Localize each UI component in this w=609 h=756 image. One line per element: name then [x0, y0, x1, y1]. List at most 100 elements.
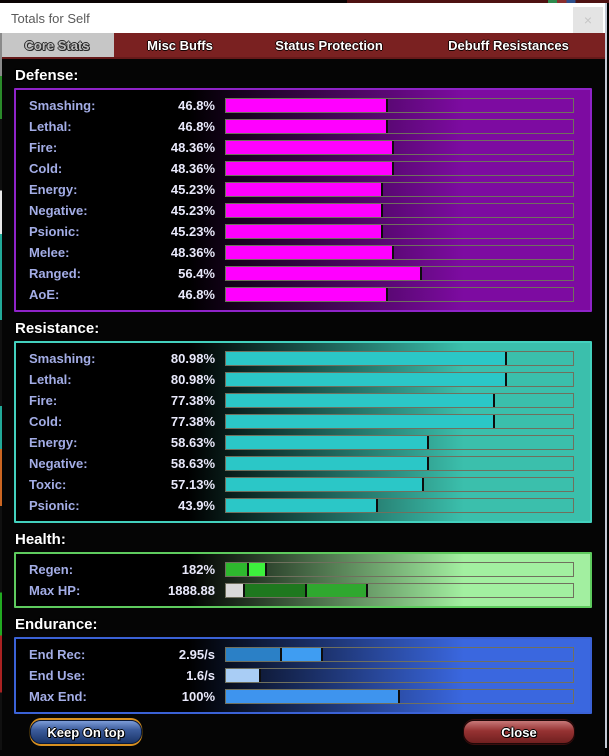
stat-row: Melee: 48.36%: [16, 242, 590, 263]
background-app-strip: [0, 0, 609, 3]
stat-value: 43.9%: [178, 498, 215, 513]
bar-segment: [226, 436, 430, 449]
bar-segment: [226, 373, 507, 386]
stat-label: Fire:: [29, 140, 58, 155]
stat-bar: [225, 372, 574, 387]
stat-value: 45.23%: [170, 182, 215, 197]
defense-header: Defense:: [15, 67, 79, 84]
title-bar: Totals for Self ×: [0, 3, 605, 33]
stat-label: Melee:: [29, 245, 70, 260]
stat-value: 58.63%: [170, 456, 215, 471]
tab-bar: Core Stats Misc Buffs Status Protection …: [0, 33, 605, 59]
stat-row: Ranged: 56.4%: [16, 263, 590, 284]
stat-bar: [225, 161, 574, 176]
stat-row: Max HP: 1888.88: [16, 580, 590, 601]
stat-row: Lethal: 80.98%: [16, 369, 590, 390]
stat-row: Energy: 58.63%: [16, 432, 590, 453]
bar-segment: [226, 267, 422, 280]
bar-segment: [226, 457, 430, 470]
stat-label: Max End:: [29, 689, 87, 704]
stat-bar: [225, 689, 574, 704]
endurance-header: Endurance:: [15, 616, 98, 633]
stat-row: Negative: 58.63%: [16, 453, 590, 474]
stat-label: End Use:: [29, 668, 86, 683]
bar-segment: [226, 415, 495, 428]
stat-value: 58.63%: [170, 435, 215, 450]
bar-segment: [226, 478, 425, 491]
stat-value: 80.98%: [170, 372, 215, 387]
stat-row: Smashing: 46.8%: [16, 95, 590, 116]
bar-segment: [226, 288, 389, 301]
bar-segment: [226, 648, 283, 661]
stat-row: Max End: 100%: [16, 686, 590, 707]
stat-bar: [225, 668, 574, 683]
stat-bar: [225, 435, 574, 450]
stat-bar: [225, 182, 574, 197]
stat-row: Energy: 45.23%: [16, 179, 590, 200]
stat-value: 77.38%: [170, 393, 215, 408]
stat-label: Energy:: [29, 435, 78, 450]
bar-segment: [226, 246, 394, 259]
stat-value: 48.36%: [170, 140, 215, 155]
bar-segment: [306, 584, 368, 597]
stat-row: AoE: 46.8%: [16, 284, 590, 305]
stat-label: Regen:: [29, 562, 74, 577]
bar-segment: [226, 120, 389, 133]
stat-label: Negative:: [29, 203, 88, 218]
bar-segment: [226, 225, 383, 238]
tab-core-stats[interactable]: Core Stats: [0, 33, 114, 57]
stat-label: Energy:: [29, 182, 78, 197]
stat-row: Lethal: 46.8%: [16, 116, 590, 137]
stat-label: Psionic:: [29, 224, 80, 239]
stat-bar: [225, 140, 574, 155]
close-icon[interactable]: ×: [573, 7, 603, 33]
stat-value: 48.36%: [170, 161, 215, 176]
bar-segment: [226, 99, 389, 112]
stat-row: Cold: 77.38%: [16, 411, 590, 432]
stat-label: AoE:: [29, 287, 60, 302]
stat-label: Toxic:: [29, 477, 67, 492]
stat-bar: [225, 119, 574, 134]
close-button[interactable]: Close: [463, 720, 575, 744]
stat-label: Fire:: [29, 393, 58, 408]
stat-value: 2.95/s: [178, 647, 215, 662]
tab-debuff-resistances[interactable]: Debuff Resistances: [448, 37, 569, 53]
stat-label: Smashing:: [29, 351, 96, 366]
stat-bar: [225, 583, 574, 598]
stat-bar: [225, 245, 574, 260]
endurance-panel: End Rec: 2.95/s End Use: 1.6/s Max End: 100%: [14, 637, 592, 714]
health-panel: Regen: 182% Max HP: 1888.88: [14, 552, 592, 608]
stat-value: 45.23%: [170, 224, 215, 239]
tab-status-protection[interactable]: Status Protection: [275, 37, 383, 53]
window-title: Totals for Self: [11, 10, 90, 26]
stat-label: Psionic:: [29, 498, 80, 513]
stat-row: Smashing: 80.98%: [16, 348, 590, 369]
stat-value: 48.36%: [170, 245, 215, 260]
stat-bar: [225, 203, 574, 218]
bar-segment: [226, 563, 250, 576]
stat-value: 56.4%: [178, 266, 215, 281]
stat-bar: [225, 498, 574, 513]
stat-bar: [225, 414, 574, 429]
stat-bar: [225, 351, 574, 366]
resistance-header: Resistance:: [15, 320, 100, 337]
defense-panel: Smashing: 46.8% Lethal: 46.8% Fire: 48.36% Col…: [14, 88, 592, 312]
stat-row: Toxic: 57.13%: [16, 474, 590, 495]
content-area: Defense: Smashing: 46.8% Lethal: 46.8% Fire:…: [0, 59, 605, 756]
bar-segment: [226, 183, 383, 196]
resistance-panel: Smashing: 80.98% Lethal: 80.98% Fire: 77.38% C…: [14, 341, 592, 523]
stat-row: End Rec: 2.95/s: [16, 644, 590, 665]
stat-row: Cold: 48.36%: [16, 158, 590, 179]
stat-value: 46.8%: [178, 98, 215, 113]
stat-value: 80.98%: [170, 351, 215, 366]
bar-segment: [226, 394, 495, 407]
stat-bar: [225, 266, 574, 281]
stat-label: End Rec:: [29, 647, 86, 662]
footer: Keep On top Close: [14, 714, 592, 750]
stat-bar: [225, 98, 574, 113]
keep-on-top-button[interactable]: Keep On top: [30, 720, 142, 744]
stat-label: Ranged:: [29, 266, 81, 281]
bar-segment: [226, 584, 245, 597]
bar-segment: [282, 648, 324, 661]
tab-misc-buffs[interactable]: Misc Buffs: [147, 37, 213, 53]
